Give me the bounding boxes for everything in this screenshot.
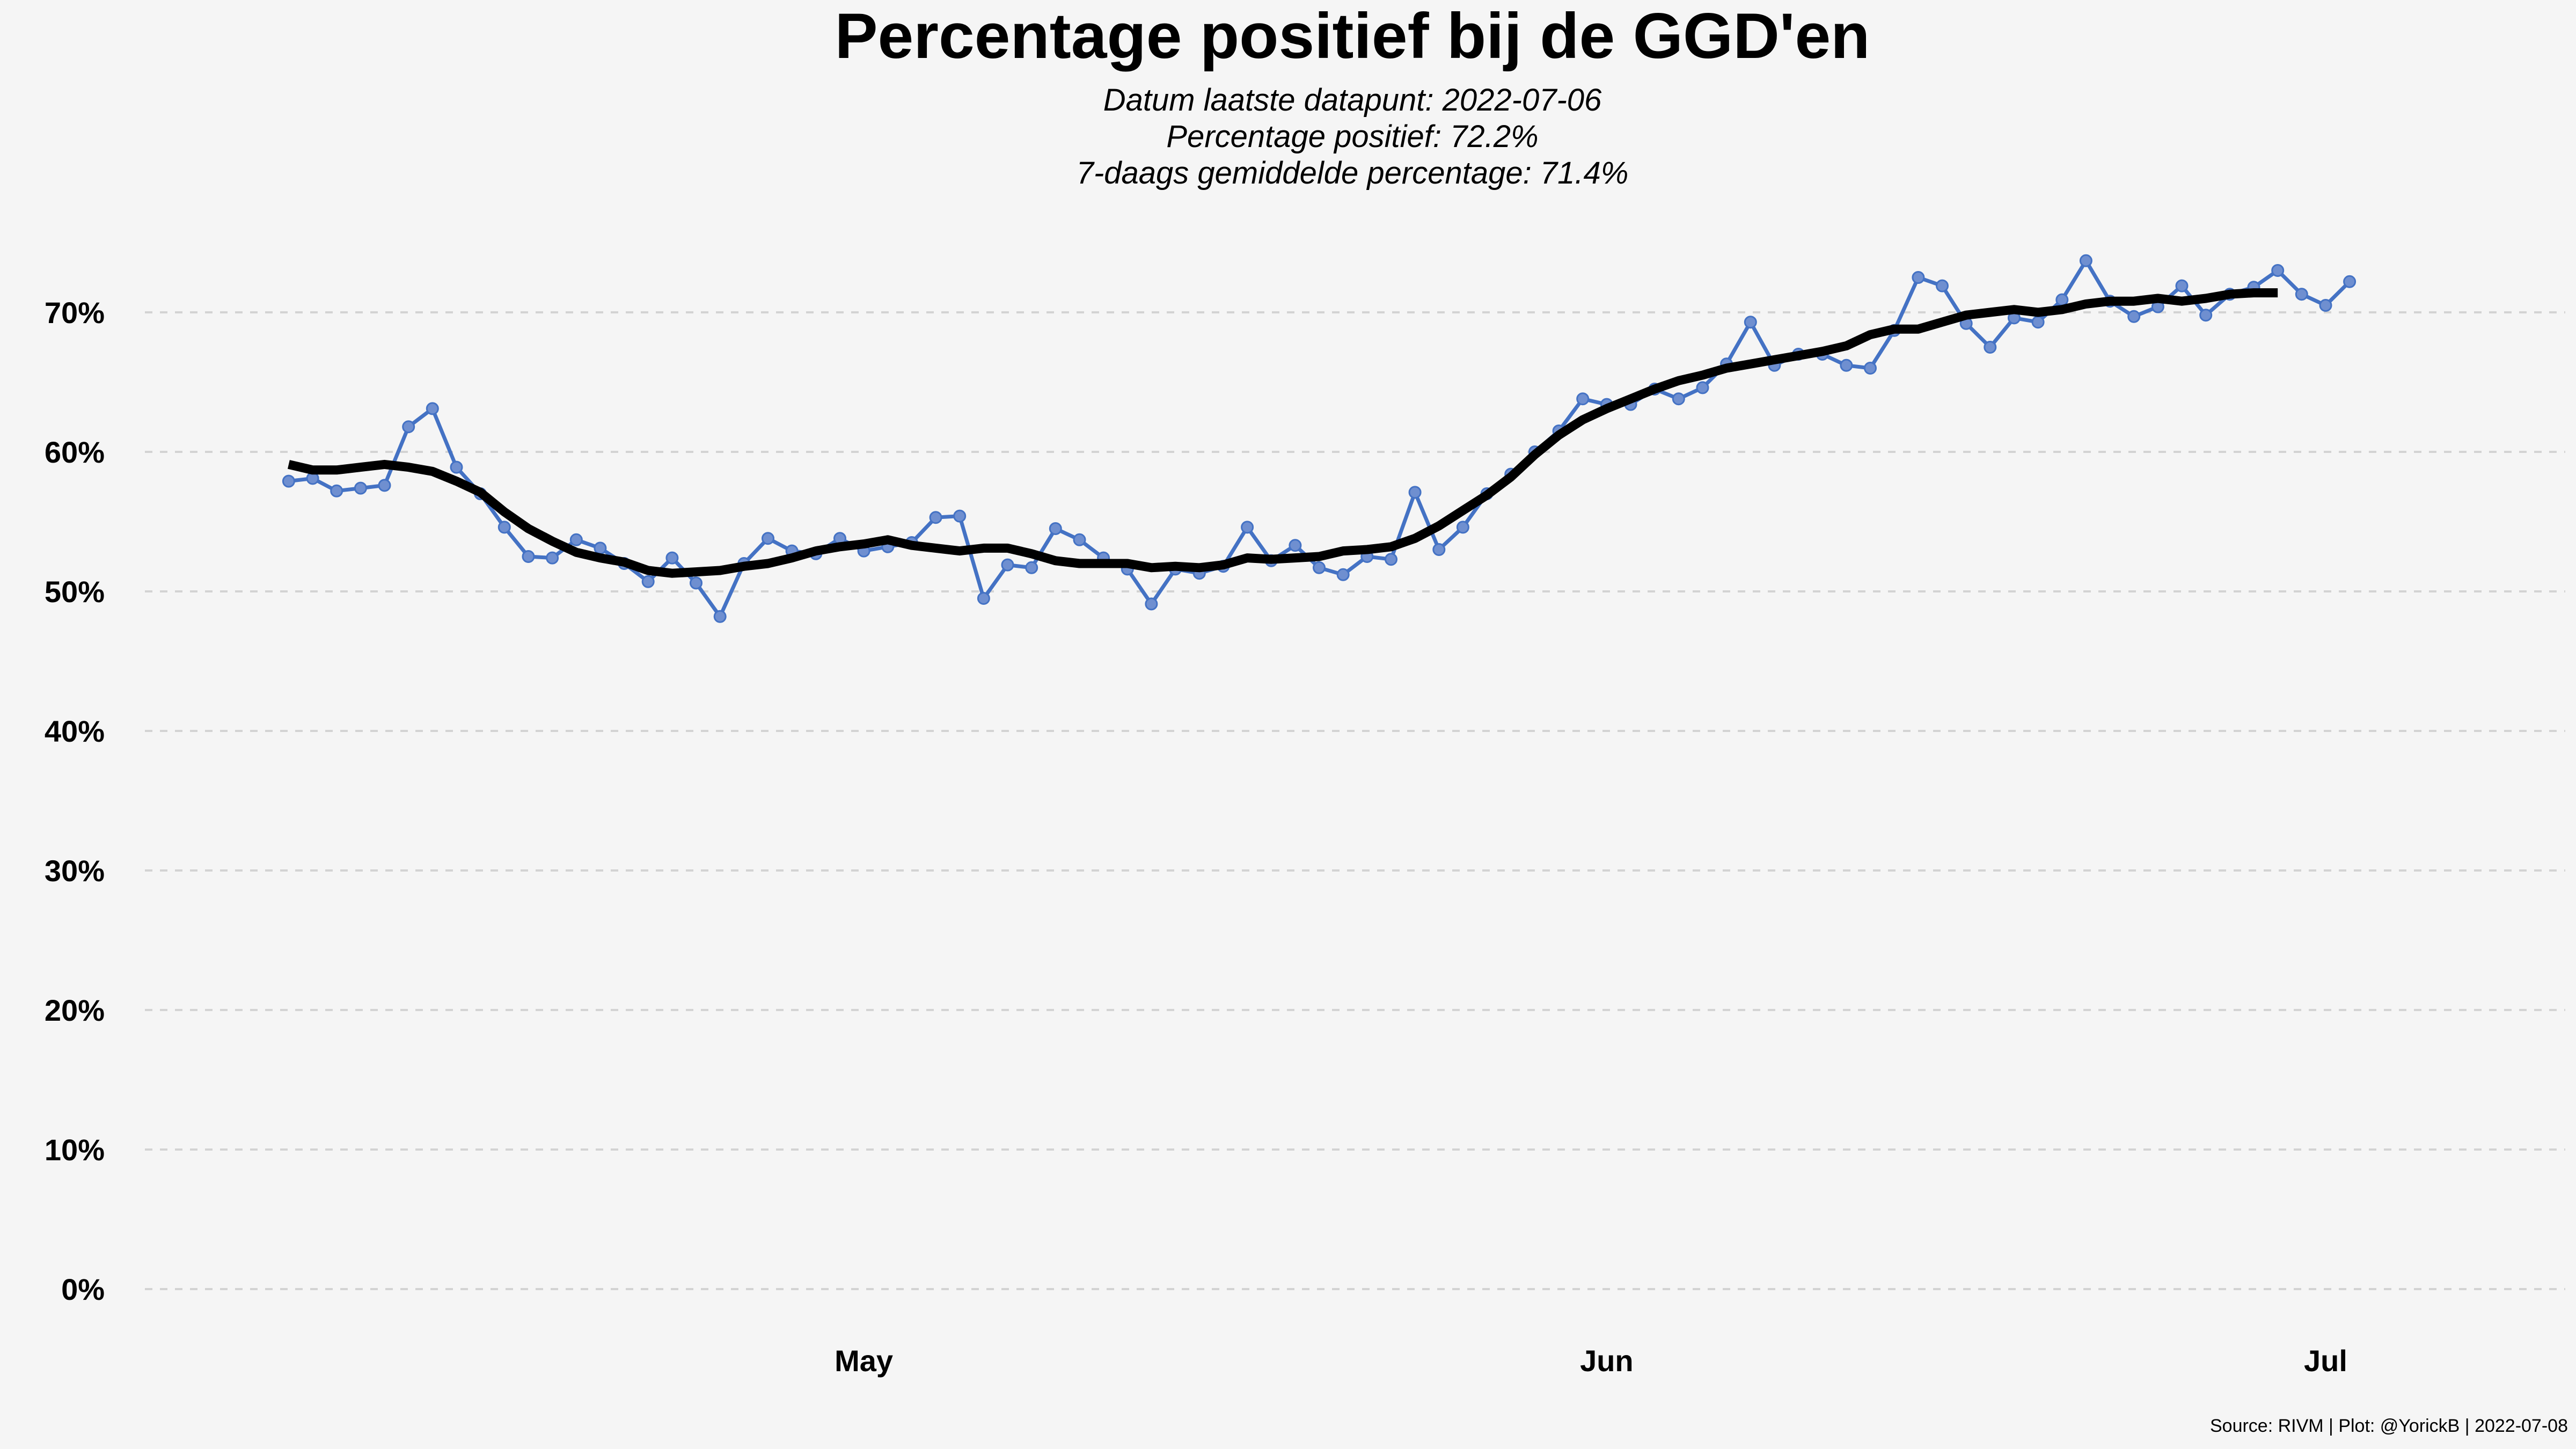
daily-point-7 xyxy=(450,460,463,474)
daily-point-17 xyxy=(690,576,702,590)
y-tick-label-40: 40% xyxy=(45,714,105,748)
y-tick-label-60: 60% xyxy=(45,435,105,469)
grid-lines xyxy=(145,311,2565,1290)
y-tick-label-0: 0% xyxy=(61,1272,105,1306)
daily-point-54 xyxy=(1576,392,1590,406)
x-axis-tick-labels: May Jun Jul xyxy=(835,1344,2347,1378)
daily-point-29 xyxy=(977,592,990,605)
daily-point-18 xyxy=(713,610,727,623)
daily-point-36 xyxy=(1145,597,1158,611)
x-tick-label-jul: Jul xyxy=(2304,1344,2347,1378)
daily-point-61 xyxy=(1744,316,1757,329)
daily-point-71 xyxy=(1984,341,1997,354)
daily-point-49 xyxy=(1456,521,1469,534)
chart-caption: Source: RIVM | Plot: @YorickB | 2022-07-… xyxy=(2210,1416,2568,1436)
y-tick-label-50: 50% xyxy=(45,575,105,609)
daily-point-27 xyxy=(929,511,942,524)
y-tick-label-20: 20% xyxy=(45,993,105,1027)
daily-point-73 xyxy=(2031,316,2045,329)
daily-point-3 xyxy=(354,481,367,495)
daily-point-46 xyxy=(1385,553,1397,566)
chart-subtitle-line-2: Percentage positief: 72.2% xyxy=(1166,119,1538,154)
daily-point-80 xyxy=(2199,309,2213,322)
daily-point-33 xyxy=(1073,533,1086,546)
y-tick-label-70: 70% xyxy=(45,296,105,330)
chart-subtitle-line-3: 7-daags gemiddelde percentage: 71.4% xyxy=(1077,156,1629,191)
daily-point-44 xyxy=(1336,568,1350,581)
daily-point-66 xyxy=(1864,362,1877,375)
daily-point-16 xyxy=(665,551,679,565)
y-tick-label-10: 10% xyxy=(45,1133,105,1167)
daily-point-28 xyxy=(953,509,967,523)
x-tick-label-may: May xyxy=(835,1344,893,1378)
daily-point-65 xyxy=(1840,358,1853,372)
daily-point-74 xyxy=(2055,293,2069,306)
daily-point-15 xyxy=(641,575,655,588)
daily-point-11 xyxy=(546,551,559,565)
daily-point-13 xyxy=(594,541,607,555)
daily-point-5 xyxy=(402,420,415,434)
chart-title: Percentage positief bij de GGD'en xyxy=(835,0,1870,72)
daily-point-42 xyxy=(1289,539,1302,552)
daily-point-20 xyxy=(762,532,774,545)
daily-point-32 xyxy=(1049,522,1062,535)
avg-series-line xyxy=(287,288,2278,578)
daily-point-79 xyxy=(2175,279,2189,292)
daily-point-59 xyxy=(1696,381,1709,394)
daily-point-31 xyxy=(1025,561,1038,574)
y-tick-label-30: 30% xyxy=(45,854,105,888)
daily-point-10 xyxy=(522,550,535,563)
daily-point-86 xyxy=(2343,275,2357,288)
daily-point-43 xyxy=(1313,561,1326,574)
daily-point-12 xyxy=(569,533,583,546)
daily-point-58 xyxy=(1672,392,1685,406)
y-axis-tick-labels: 0% 10% 20% 30% 40% 50% 60% 70% xyxy=(45,296,105,1306)
chart-subtitle-line-1: Datum laatste datapunt: 2022-07-06 xyxy=(1103,83,1602,118)
daily-point-47 xyxy=(1408,486,1422,499)
daily-point-0 xyxy=(282,474,295,488)
daily-point-4 xyxy=(378,479,391,492)
x-tick-label-jun: Jun xyxy=(1580,1344,1634,1378)
daily-point-84 xyxy=(2295,288,2308,301)
daily-point-69 xyxy=(1936,279,1949,292)
daily-point-30 xyxy=(1001,558,1014,572)
daily-point-77 xyxy=(2127,310,2141,323)
daily-point-9 xyxy=(497,521,511,534)
daily-point-48 xyxy=(1432,543,1446,556)
avg-series xyxy=(287,288,2278,578)
daily-point-75 xyxy=(2079,254,2092,267)
daily-point-83 xyxy=(2271,264,2285,277)
daily-point-6 xyxy=(426,402,439,415)
daily-point-68 xyxy=(1912,271,1925,284)
daily-point-2 xyxy=(330,484,343,497)
daily-point-40 xyxy=(1241,521,1254,534)
daily-point-85 xyxy=(2319,299,2332,312)
